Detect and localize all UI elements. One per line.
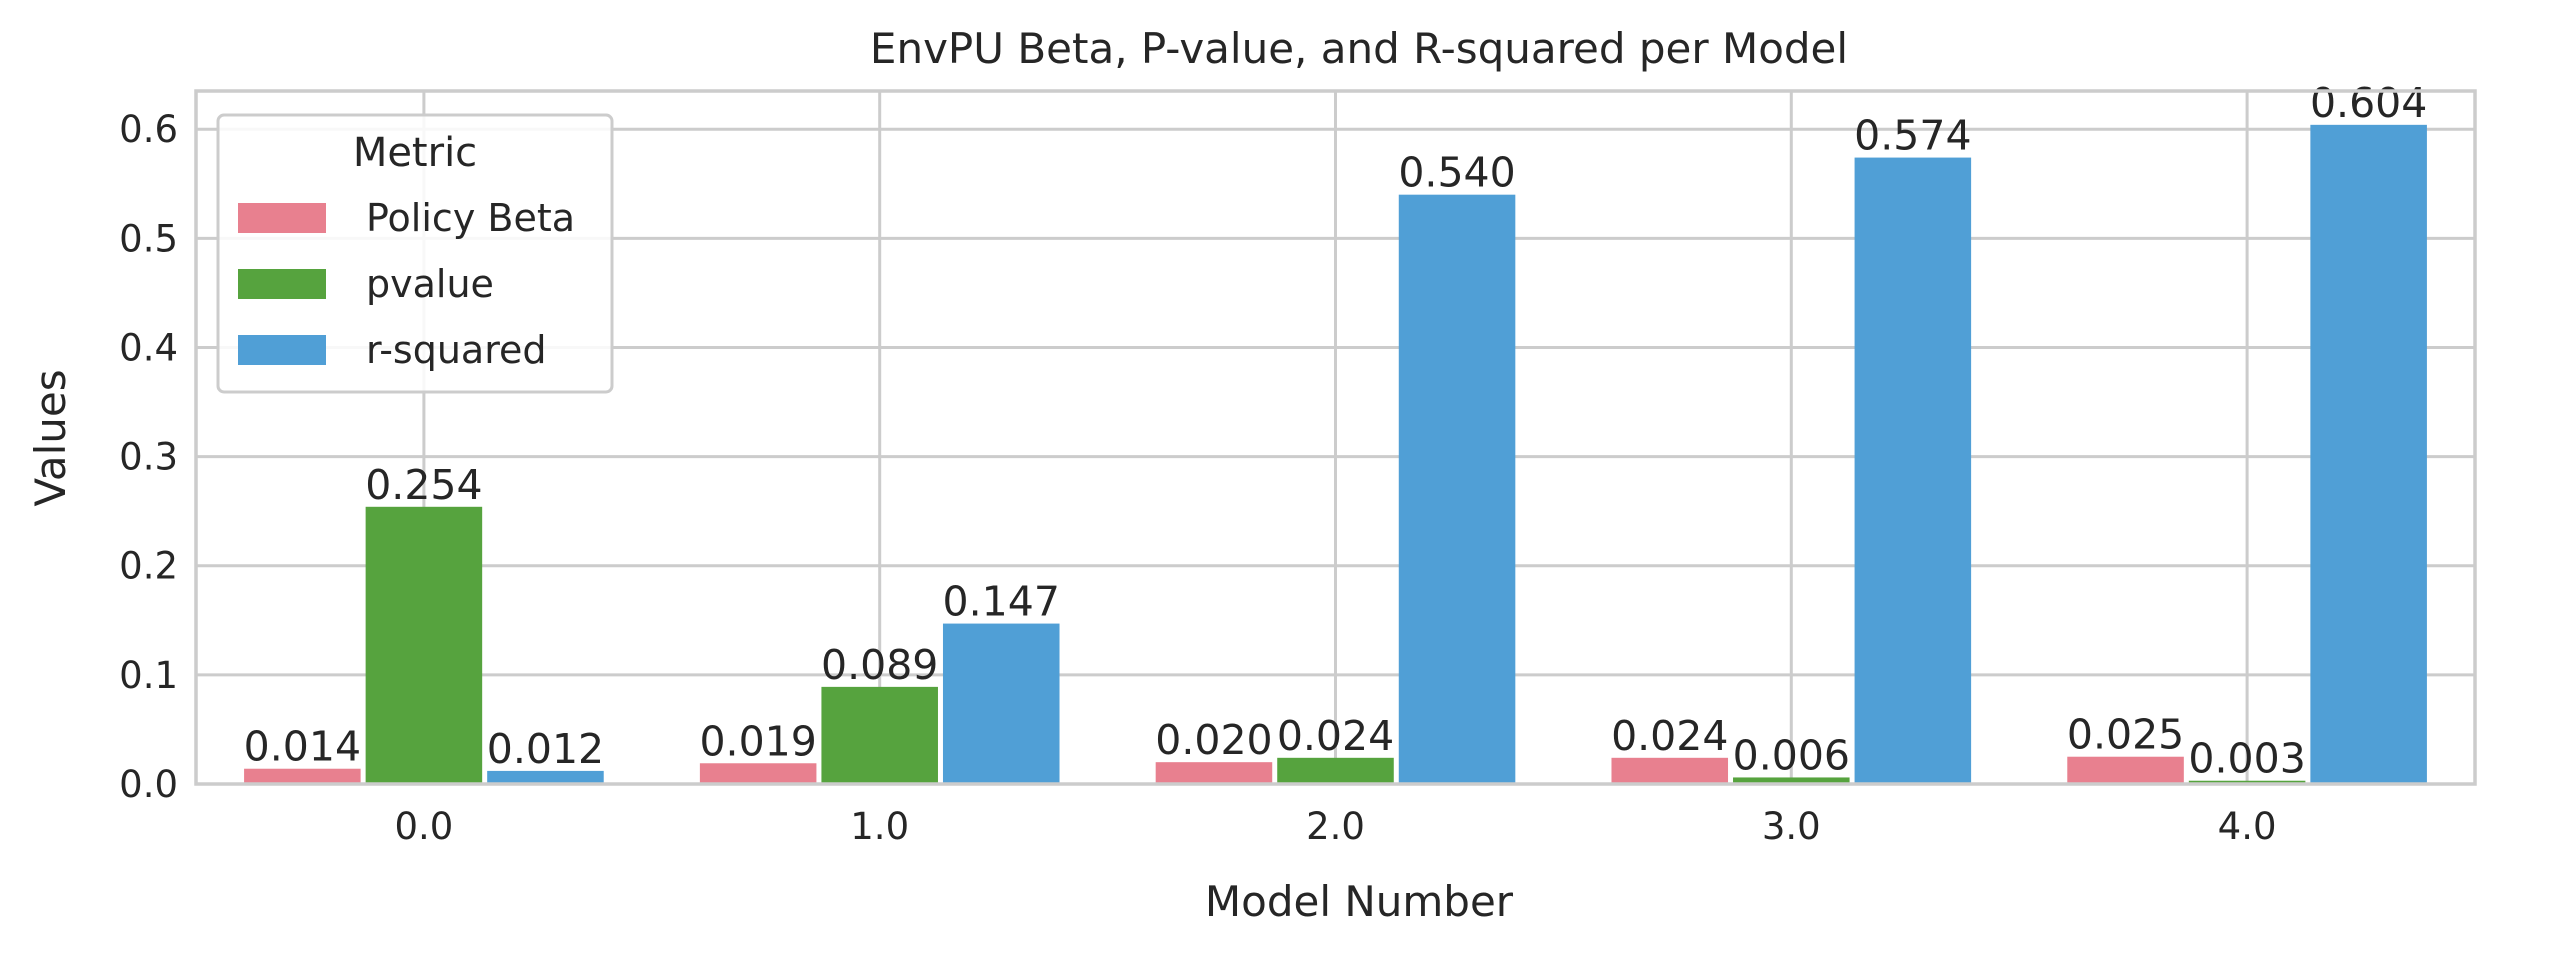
legend-label: pvalue bbox=[366, 262, 494, 306]
legend-label: r-squared bbox=[366, 328, 546, 372]
data-label: 0.254 bbox=[365, 461, 482, 509]
bars bbox=[244, 124, 2427, 785]
bar-r-squared-1 bbox=[942, 623, 1060, 784]
bar-policy-beta-3 bbox=[1611, 757, 1729, 784]
bar-pvalue-3 bbox=[1733, 777, 1850, 784]
bar-policy-beta-1 bbox=[699, 763, 817, 784]
x-tick-label: 4.0 bbox=[2218, 805, 2277, 848]
x-tick-labels: 0.0 1.0 2.0 3.0 4.0 bbox=[394, 805, 2276, 848]
legend-swatch bbox=[238, 335, 326, 365]
data-label: 0.006 bbox=[1733, 731, 1850, 779]
data-label: 0.147 bbox=[943, 578, 1060, 626]
data-label: 0.014 bbox=[244, 723, 361, 771]
chart-title: EnvPU Beta, P-value, and R-squared per M… bbox=[870, 24, 1848, 73]
bar-r-squared-2 bbox=[1398, 194, 1516, 784]
legend-title: Metric bbox=[353, 130, 477, 176]
y-tick-label: 0.4 bbox=[119, 326, 178, 369]
legend-label: Policy Beta bbox=[366, 196, 575, 240]
x-tick-label: 3.0 bbox=[1762, 805, 1821, 848]
x-tick-label: 0.0 bbox=[394, 805, 453, 848]
bar-r-squared-3 bbox=[1854, 157, 1972, 784]
data-label: 0.012 bbox=[487, 725, 604, 773]
data-label: 0.019 bbox=[699, 717, 816, 765]
data-label: 0.604 bbox=[2310, 79, 2427, 127]
data-label: 0.574 bbox=[1854, 112, 1971, 160]
x-tick-label: 2.0 bbox=[1306, 805, 1365, 848]
y-tick-label: 0.3 bbox=[119, 436, 178, 479]
legend: Metric Policy Beta pvalue r-squared bbox=[216, 113, 614, 394]
data-label: 0.024 bbox=[1277, 712, 1394, 760]
data-label: 0.025 bbox=[2067, 711, 2184, 759]
bar-policy-beta-2 bbox=[1155, 762, 1273, 784]
bar-pvalue-0 bbox=[365, 506, 483, 784]
bar-policy-beta-4 bbox=[2067, 756, 2184, 784]
y-tick-label: 0.0 bbox=[119, 763, 178, 806]
bar-r-squared-0 bbox=[487, 770, 604, 784]
bar-policy-beta-0 bbox=[244, 768, 361, 784]
bar-r-squared-4 bbox=[2310, 124, 2427, 785]
y-tick-label: 0.2 bbox=[119, 545, 178, 588]
y-tick-label: 0.5 bbox=[119, 217, 178, 260]
bar-pvalue-1 bbox=[821, 686, 938, 784]
data-label: 0.020 bbox=[1155, 716, 1272, 764]
y-axis-label: Values bbox=[26, 369, 75, 506]
legend-swatch bbox=[238, 203, 326, 233]
y-tick-label: 0.1 bbox=[119, 654, 178, 697]
data-label: 0.540 bbox=[1398, 149, 1515, 197]
legend-swatch bbox=[238, 269, 326, 299]
data-label: 0.024 bbox=[1611, 712, 1728, 760]
y-tick-label: 0.6 bbox=[119, 108, 178, 151]
x-tick-label: 1.0 bbox=[850, 805, 909, 848]
y-tick-labels: 0.0 0.1 0.2 0.3 0.4 0.5 0.6 bbox=[119, 108, 178, 806]
legend-items: Policy Beta pvalue r-squared bbox=[238, 196, 575, 372]
x-axis-label: Model Number bbox=[1205, 877, 1514, 926]
legend-box bbox=[216, 113, 614, 394]
plot-frame bbox=[194, 89, 2477, 786]
bar-pvalue-2 bbox=[1277, 757, 1394, 784]
data-label: 0.003 bbox=[2188, 735, 2305, 783]
data-label: 0.089 bbox=[821, 641, 938, 689]
